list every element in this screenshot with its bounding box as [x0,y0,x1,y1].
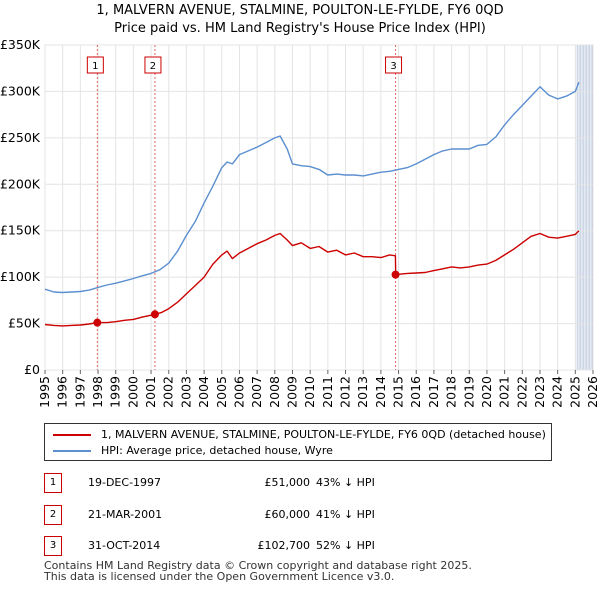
y-tick-label: £150K [0,223,41,238]
sale-badge-label: 1 [92,61,98,72]
x-tick-label: 1996 [55,376,70,408]
y-tick-label: £0 [24,362,40,377]
x-tick-label: 2020 [479,376,494,408]
footer-copyright: Contains HM Land Registry data © Crown c… [44,559,472,572]
chart-series [44,81,580,327]
legend-swatch-hpi [53,450,91,452]
x-tick-label: 1997 [72,376,87,408]
x-tick-label: 2002 [161,376,176,408]
sale-badge-label: 2 [150,61,156,72]
y-tick-label: £50K [8,316,41,331]
x-tick-label: 2006 [231,376,246,408]
x-tick-label: 2005 [214,376,229,408]
x-tick-label: 2001 [143,376,158,408]
plot-background [44,44,594,371]
chart-legend: 1, MALVERN AVENUE, STALMINE, POULTON-LE-… [44,423,552,461]
transaction-number-badge: 3 [44,536,62,556]
y-tick-label: £200K [0,176,41,191]
y-tick-label: £300K [0,83,41,98]
x-tick-label: 2012 [338,376,353,408]
chart-title-block: 1, MALVERN AVENUE, STALMINE, POULTON-LE-… [0,2,600,38]
x-tick-label: 2004 [196,376,211,408]
sale-point [391,270,400,279]
x-tick-label: 2000 [125,376,140,408]
x-tick-label: 2026 [585,376,600,408]
transaction-date: 31-OCT-2014 [88,539,161,552]
x-tick-label: 1998 [90,376,105,408]
x-tick-label: 2015 [391,376,406,408]
x-tick-label: 2021 [497,376,512,408]
transaction-number-badge: 1 [44,473,62,493]
y-tick-label: £250K [0,130,41,145]
chart-title: 1, MALVERN AVENUE, STALMINE, POULTON-LE-… [96,3,504,18]
transaction-price: £102,700 [257,539,311,552]
transaction-date: 19-DEC-1997 [88,476,162,489]
sale-badges: 1 2 3 [86,56,403,74]
x-tick-label: 2013 [355,376,370,408]
chart-grid [44,44,594,371]
chart-subtitle: Price paid vs. HM Land Registry's House … [114,21,486,36]
transaction-row: 3 31-OCT-2014 £102,700 52% ↓ HPI [44,536,564,556]
transaction-hpi-diff: 43% ↓ HPI [316,476,375,489]
transaction-row: 1 19-DEC-1997 £51,000 43% ↓ HPI [44,473,564,493]
footer-licence: This data is licensed under the Open Gov… [44,570,395,583]
x-axis-ticks: 1995 1996 1997 1998 1999 2000 2001 2002 2003 2004… [37,370,600,408]
x-tick-label: 2024 [550,376,565,408]
property-series-line [44,230,580,327]
footer-attribution: Contains HM Land Registry data © Crown c… [44,560,472,582]
x-tick-label: 2011 [320,376,335,408]
transaction-number-badge: 2 [44,505,62,525]
y-axis-ticks: £0 £50K £100K £150K £200K £250K £300K £350K [0,37,41,377]
transaction-price: £60,000 [264,508,311,521]
sale-points [93,270,400,327]
x-tick-label: 2018 [444,376,459,408]
hpi-series-line [44,81,580,294]
legend-item-hpi: HPI: Average price, detached house, Wyre [53,443,333,459]
x-tick-label: 2014 [373,376,388,408]
y-tick-label: £100K [0,269,41,284]
legend-label-property: 1, MALVERN AVENUE, STALMINE, POULTON-LE-… [101,428,546,441]
x-tick-label: 2009 [284,376,299,408]
transaction-date: 21-MAR-2001 [88,508,163,521]
legend-label-hpi: HPI: Average price, detached house, Wyre [101,444,333,457]
x-tick-label: 2019 [461,376,476,408]
y-tick-label: £350K [0,37,41,52]
sale-badge-box [144,56,162,74]
x-tick-label: 1999 [108,376,123,408]
transaction-hpi-diff: 41% ↓ HPI [316,508,375,521]
sale-badge-box [86,56,104,74]
plot-area [44,44,594,371]
sale-point [93,318,102,327]
price-chart: 1 2 3 £0 £50K £100K £150K £200K £250K £300K £350K… [0,37,600,408]
sale-badge: 1 [86,56,104,74]
x-tick-label: 1995 [37,376,52,408]
forecast-shading [577,45,593,370]
sale-badge: 3 [385,56,403,74]
legend-item-property: 1, MALVERN AVENUE, STALMINE, POULTON-LE-… [53,427,546,443]
sale-badge-label: 3 [390,61,396,72]
legend-swatch-property [53,434,91,436]
x-tick-label: 2016 [408,376,423,408]
sale-badge-box [385,56,403,74]
transaction-price: £51,000 [264,476,311,489]
x-tick-label: 2010 [302,376,317,408]
transaction-hpi-diff: 52% ↓ HPI [316,539,375,552]
x-tick-label: 2022 [514,376,529,408]
x-tick-label: 2008 [267,376,282,408]
x-tick-label: 2003 [178,376,193,408]
transaction-row: 2 21-MAR-2001 £60,000 41% ↓ HPI [44,505,564,525]
x-tick-label: 2025 [567,376,582,408]
x-tick-label: 2017 [426,376,441,408]
x-tick-label: 2007 [249,376,264,408]
x-tick-label: 2023 [532,376,547,408]
sale-badge: 2 [144,56,162,74]
sale-point [150,310,159,319]
